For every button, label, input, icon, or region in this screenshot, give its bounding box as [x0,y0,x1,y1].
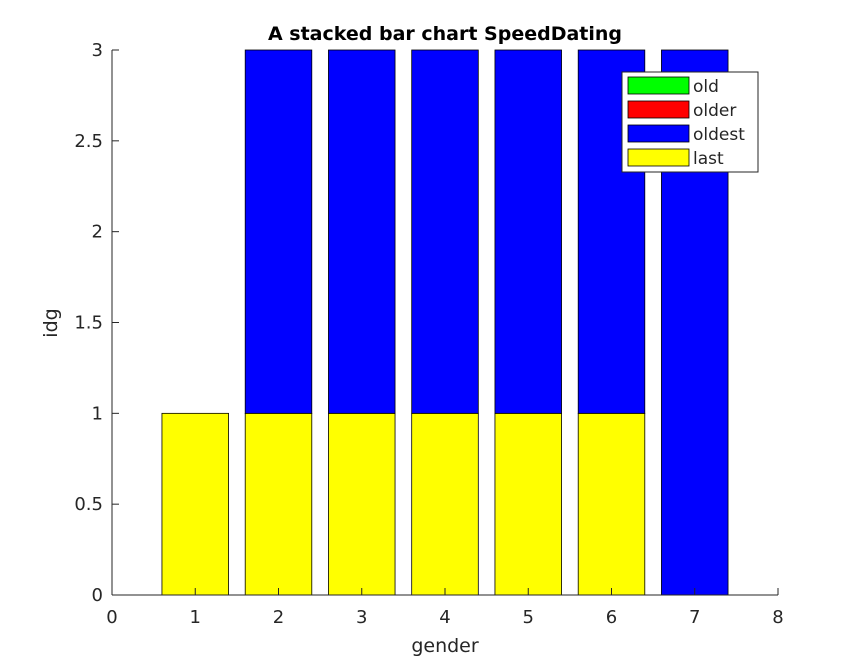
bar-last-2 [244,412,313,596]
legend-label-old: old [693,77,719,97]
x-tick-label: 3 [356,607,367,628]
x-tick-label: 5 [523,607,534,628]
legend: old older oldest last [621,71,759,173]
x-tick-label: 6 [606,607,617,628]
axes-layer: 0 1 2 3 4 5 6 7 8 0 0.5 1 1.5 2 2.5 3 [74,40,783,628]
bar-last-6 [577,412,646,596]
bar-last-5 [494,412,562,596]
bar-oldest-3 [328,49,396,414]
chart-title: A stacked bar chart SpeedDating [268,23,622,45]
x-tick-label: 2 [273,607,284,628]
x-axis-label: gender [411,635,479,657]
bar-last-3 [328,412,396,596]
x-tick-label: 1 [190,607,201,628]
legend-label-last: last [693,149,724,169]
y-tick-label: 0.5 [74,494,103,515]
x-tick-label: 7 [689,607,700,628]
y-tick-label: 1.5 [74,313,103,334]
bar-oldest-5 [494,49,562,414]
legend-label-older: older [693,101,736,121]
y-tick-label: 0 [92,585,103,606]
legend-label-oldest: oldest [693,125,745,145]
x-tick-label: 4 [439,607,450,628]
y-axis-label: idg [40,308,62,337]
y-tick-label: 2.5 [74,131,103,152]
legend-swatch-old [627,76,690,95]
bar-last-4 [411,412,479,596]
y-tick-label: 3 [92,40,103,61]
bar-oldest-4 [411,49,479,414]
legend-swatch-last [627,148,690,167]
bars-layer [161,49,729,596]
x-tick-label: 0 [106,607,117,628]
legend-swatch-oldest [627,124,690,143]
legend-swatch-older [627,100,690,119]
bar-oldest-2 [244,49,313,414]
y-tick-label: 2 [92,222,103,243]
bar-last-1 [161,412,229,596]
x-tick-label: 8 [772,607,783,628]
y-tick-label: 1 [92,403,103,424]
